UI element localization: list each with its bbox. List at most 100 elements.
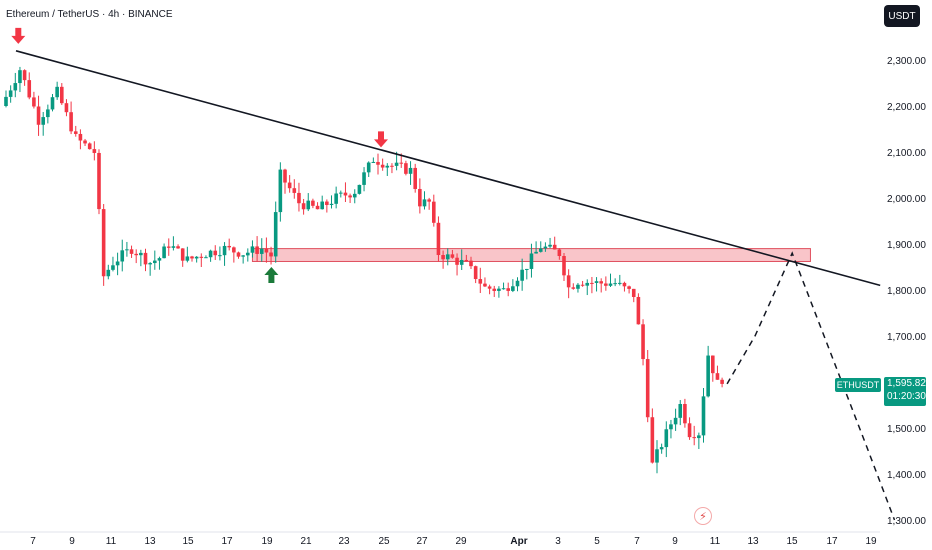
candle-body [432, 201, 436, 223]
candle-body [627, 286, 631, 289]
candle-body [357, 184, 362, 194]
candle-body [143, 252, 148, 265]
candle-body [171, 246, 176, 248]
candle-body [557, 249, 562, 257]
candle-body [115, 261, 120, 266]
x-tick-label: 15 [182, 536, 194, 547]
candle-body [222, 245, 227, 256]
tradingview-logo-icon[interactable]: ⚡ [694, 507, 712, 525]
candle-body [134, 253, 138, 256]
candle-body [283, 169, 287, 183]
candle-body [329, 203, 334, 205]
x-tick-label: Apr [510, 536, 527, 547]
candle-body [185, 256, 190, 261]
x-tick-label: 19 [865, 536, 877, 547]
candle-body [525, 268, 529, 270]
candle-body [246, 252, 250, 256]
candle-body [376, 161, 380, 165]
candle-body [190, 256, 194, 259]
candle-body [27, 80, 32, 98]
candle-body [692, 437, 696, 439]
candle-body [250, 246, 255, 253]
candle-body [413, 167, 417, 189]
candle-body [236, 252, 241, 257]
candle-body [562, 256, 566, 276]
y-tick-label: 1,900.00 [887, 240, 926, 251]
candle-body [301, 203, 306, 210]
candle-body [566, 275, 571, 288]
candle-body [218, 255, 222, 257]
x-tick-label: 27 [416, 536, 428, 547]
trendline[interactable] [15, 50, 881, 287]
candle-body [366, 162, 371, 173]
arrow-down-icon[interactable] [11, 27, 26, 44]
y-tick-label: 1,400.00 [887, 470, 926, 481]
candle-body [125, 249, 129, 251]
candle-body [399, 162, 404, 164]
arrow-down-icon[interactable] [374, 131, 388, 148]
candle-body [455, 257, 459, 265]
candle-body [613, 283, 617, 285]
candle-body [487, 286, 492, 289]
candle-body [441, 255, 445, 260]
candle-body [659, 447, 664, 450]
candle-body [87, 143, 92, 150]
candle-body [548, 244, 552, 247]
candle-body [380, 164, 385, 168]
candle-body [706, 355, 710, 397]
candle-body [422, 199, 427, 207]
candle-body [22, 70, 27, 81]
x-tick-label: 3 [555, 536, 561, 547]
candle-body [325, 201, 329, 205]
candle-body [255, 246, 259, 254]
candle-body [529, 253, 534, 269]
candle-body [445, 254, 450, 260]
candle-body [390, 165, 394, 167]
candle-body [176, 246, 180, 249]
last-price-label: 1,595.82 01:20:30 [884, 377, 926, 406]
candle-body [352, 193, 357, 198]
candle-body [618, 282, 622, 284]
candle-body [492, 288, 497, 291]
candle-body [678, 404, 683, 418]
candle-body [636, 296, 641, 325]
candle-body [111, 265, 115, 270]
candle-body [436, 222, 441, 256]
candle-body [306, 200, 311, 210]
x-tick-label: 13 [144, 536, 156, 547]
candle-body [473, 266, 478, 280]
y-tick-label: 2,000.00 [887, 194, 926, 205]
candles [4, 66, 724, 474]
y-tick-label: 1,300.00 [887, 516, 926, 527]
candle-body [259, 248, 264, 254]
price-axis[interactable]: 2,300.00 2,200.00 2,100.00 2,000.00 1,900.00… [887, 56, 926, 527]
candle-body [41, 117, 45, 125]
x-tick-label: 7 [30, 536, 36, 547]
y-tick-label: 1,700.00 [887, 332, 926, 343]
x-tick-label: 17 [826, 536, 838, 547]
x-tick-label: 29 [455, 536, 467, 547]
candle-body [60, 86, 64, 104]
x-tick-label: 11 [106, 536, 117, 547]
candle-body [287, 182, 292, 189]
y-tick-label: 1,800.00 [887, 286, 926, 297]
projection-path[interactable] [726, 251, 896, 521]
x-tick-label: 7 [634, 536, 640, 547]
currency-button[interactable]: USDT [884, 5, 920, 27]
arrow-up-icon[interactable] [264, 267, 279, 283]
candle-body [585, 282, 590, 286]
candle-body [645, 359, 650, 418]
candle-body [334, 193, 338, 204]
candle-body [385, 165, 390, 168]
candle-body [408, 167, 413, 174]
x-tick-label: 11 [710, 536, 721, 547]
candle-body [32, 97, 36, 107]
candle-body [166, 246, 171, 248]
x-tick-label: 5 [594, 536, 600, 547]
candle-body [101, 209, 106, 277]
candle-body [687, 423, 692, 438]
time-axis[interactable]: 7 9 11 13 15 17 19 21 23 25 27 29 Apr 3 5 7 9 11 13 15 17 19 [30, 536, 877, 547]
candle-body [404, 163, 408, 174]
candle-body [683, 404, 687, 424]
